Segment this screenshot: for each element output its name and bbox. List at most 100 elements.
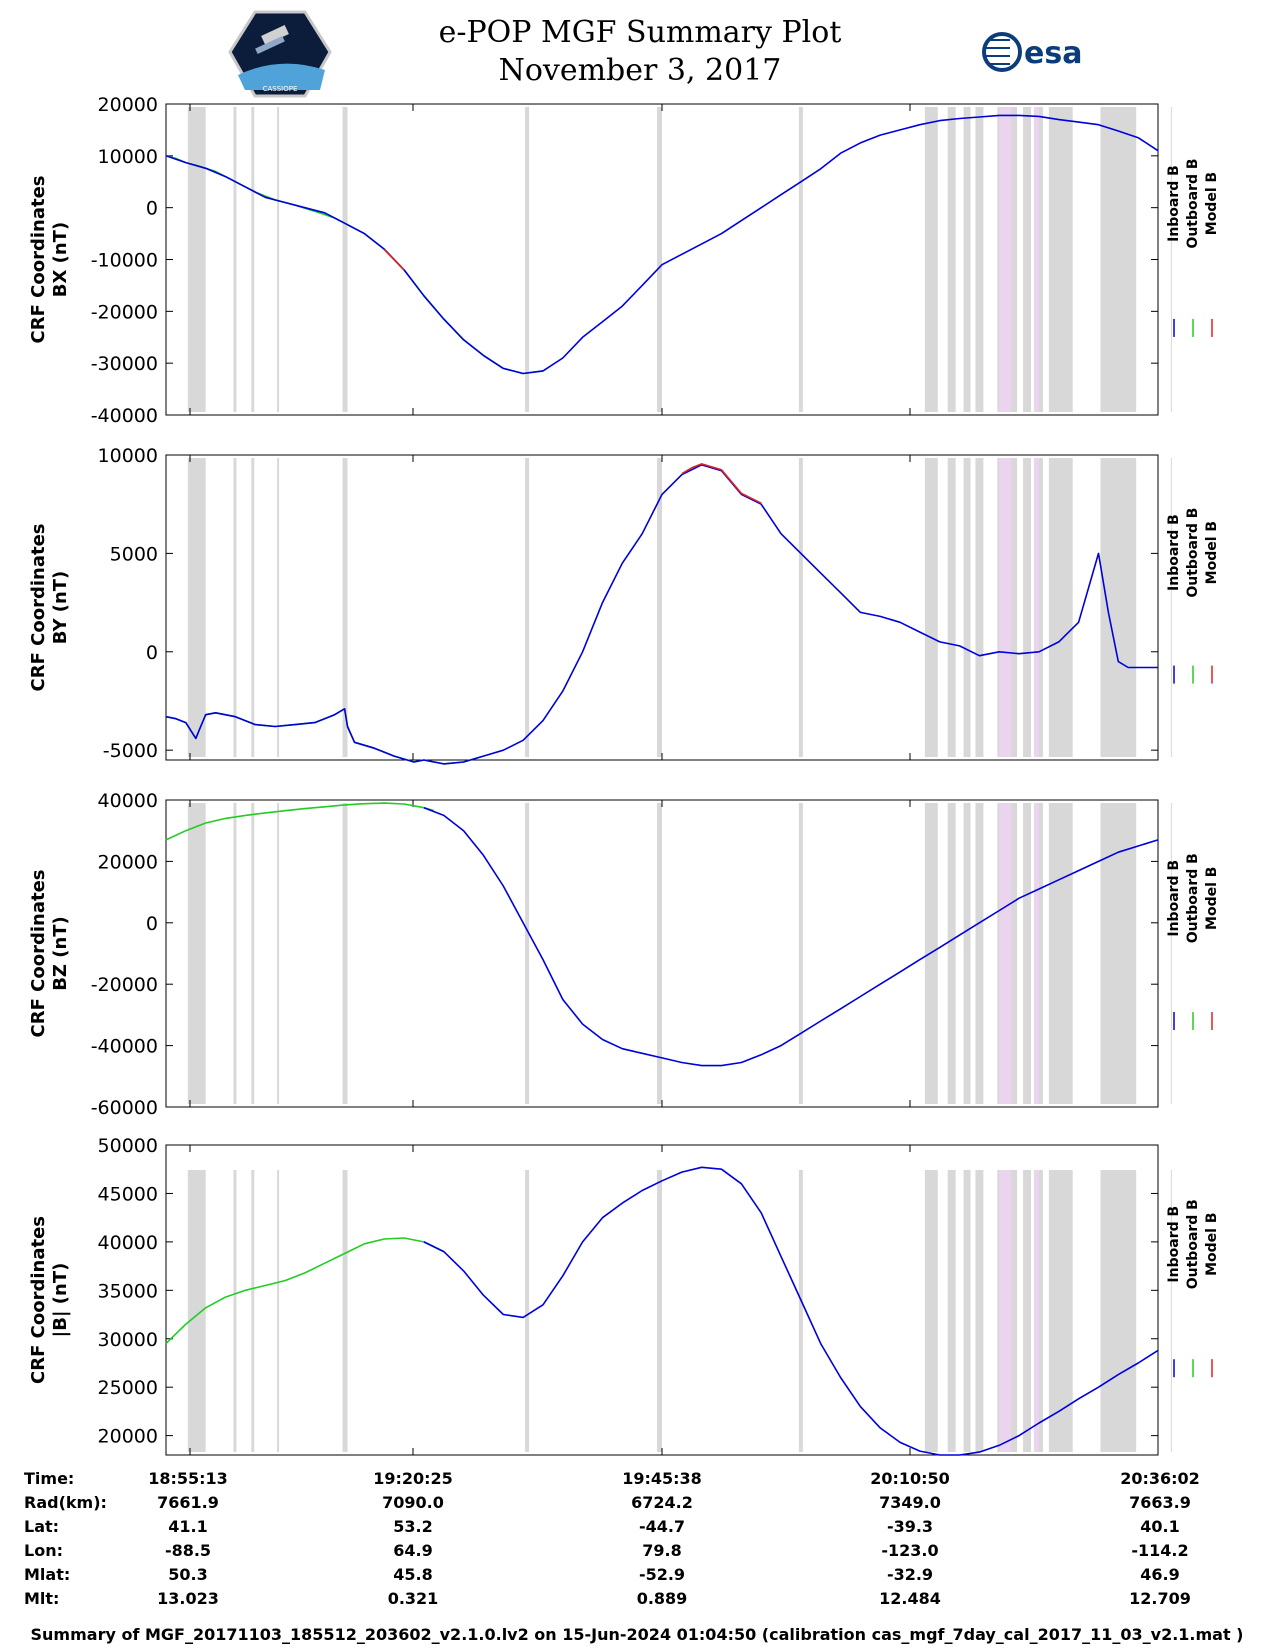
data-gap-band — [1100, 1170, 1137, 1452]
data-gap-band — [1023, 1170, 1032, 1452]
footer-text: Summary of MGF_20171103_185512_203602_v2… — [31, 1625, 1244, 1644]
flag-band — [1034, 458, 1039, 757]
data-gap-band — [233, 458, 237, 757]
data-gap-band — [975, 458, 984, 757]
ephemeris-row-label: Lat: — [24, 1517, 59, 1536]
data-gap-band — [342, 107, 348, 412]
plot-panels: -40000 -30000 -20000 -10000 0 10000 20000 CRF C… — [28, 94, 1220, 1456]
ephemeris-value: -32.9 — [887, 1565, 933, 1584]
series-line — [165, 802, 435, 841]
data-gap-band — [924, 458, 938, 757]
data-gap-band — [798, 107, 803, 412]
data-gap-band — [1023, 458, 1032, 757]
data-gap-band — [798, 803, 803, 1104]
data-gap-band — [963, 458, 971, 757]
y-tick-label: 50000 — [98, 1135, 158, 1157]
ephemeris-row-label: Rad(km): — [24, 1493, 107, 1512]
y-tick-label: 20000 — [98, 1426, 158, 1448]
legend-label: Outboard B — [1185, 1199, 1201, 1289]
y-tick-label: 10000 — [98, 146, 158, 168]
ephemeris-value: 0.321 — [388, 1589, 439, 1608]
time-tick-label: 18:55:13 — [148, 1469, 228, 1488]
esa-logo: esa — [982, 32, 1082, 72]
y-tick-label: -60000 — [91, 1097, 158, 1119]
data-gap-band — [277, 803, 280, 1104]
data-gap-band — [1170, 803, 1172, 1104]
data-gap-band — [1170, 107, 1172, 412]
y-tick-label: -40000 — [91, 1036, 158, 1058]
y-tick-label: 40000 — [98, 790, 158, 812]
legend-label: Model B — [1204, 521, 1220, 584]
data-gap-band — [277, 1170, 280, 1452]
ephemeris-value: 40.1 — [1140, 1517, 1179, 1536]
time-tick-label: 20:36:02 — [1120, 1469, 1200, 1488]
ephemeris-value: -114.2 — [1131, 1541, 1188, 1560]
ephemeris-value: 64.9 — [393, 1541, 432, 1560]
data-gap-band — [1048, 803, 1073, 1104]
ephemeris-value: 7661.9 — [157, 1493, 219, 1512]
y-tick-label: 5000 — [110, 543, 158, 565]
y-tick-label: 10000 — [98, 445, 158, 467]
y-tick-label: 20000 — [98, 94, 158, 116]
y-axis-label: BX (nT) — [50, 222, 71, 297]
data-gap-band — [525, 458, 530, 757]
ephemeris-value: -44.7 — [639, 1517, 685, 1536]
data-gap-band — [924, 1170, 938, 1452]
data-gap-band — [947, 458, 956, 757]
ephemeris-value: 41.1 — [168, 1517, 207, 1536]
ephemeris-table: Time: Rad(km): Lat: Lon: Mlat: Mlt: 18:55:13 76… — [24, 1469, 1200, 1608]
y-axis-label: BY (nT) — [50, 571, 71, 645]
data-gap-band — [975, 107, 984, 412]
y-tick-label: 25000 — [98, 1377, 158, 1399]
legend-label: Outboard B — [1185, 853, 1201, 943]
series-line — [383, 248, 405, 271]
y-axis-label: CRF Coordinates — [28, 524, 49, 692]
data-gap-band — [187, 107, 206, 412]
legend-label: Inboard B — [1166, 1206, 1182, 1283]
flag-band — [1034, 1170, 1039, 1452]
series-line — [681, 463, 762, 504]
data-gap-band — [798, 458, 803, 757]
data-gap-band — [657, 458, 662, 757]
data-gap-band — [1100, 803, 1137, 1104]
ephemeris-value: 7663.9 — [1129, 1493, 1191, 1512]
panel-bmag: 20000 25000 30000 35000 40000 45000 50000 CRF C… — [28, 1135, 1220, 1456]
legend-label: Model B — [1204, 172, 1220, 235]
cassiope-logo: CASSIOPE — [228, 10, 332, 98]
series-line — [423, 1166, 1159, 1456]
data-gap-band — [277, 458, 280, 757]
data-gap-band — [187, 1170, 206, 1452]
legend-label: Outboard B — [1185, 508, 1201, 598]
y-tick-label: -30000 — [91, 353, 158, 375]
data-gap-band — [233, 1170, 237, 1452]
y-axis-label: |B| (nT) — [50, 1263, 71, 1338]
ephemeris-value: -52.9 — [639, 1565, 685, 1584]
y-tick-label: 0 — [146, 913, 158, 935]
data-gap-band — [233, 107, 237, 412]
y-axis-label: BZ (nT) — [50, 916, 71, 991]
ephemeris-value: 45.8 — [393, 1565, 432, 1584]
data-gap-band — [1048, 458, 1073, 757]
header: CASSIOPE e-POP MGF Summary Plot November… — [228, 10, 1082, 98]
esa-logo-text: esa — [1024, 36, 1082, 71]
series-line — [165, 708, 484, 765]
y-axis-label: CRF Coordinates — [28, 176, 49, 344]
data-gap-band — [251, 107, 255, 412]
ephemeris-row-label: Mlt: — [24, 1589, 59, 1608]
legend-label: Model B — [1204, 867, 1220, 930]
legend-label: Inboard B — [1166, 165, 1182, 242]
panel-by: -5000 0 5000 10000 CRF Coordinates BY (nT) Inb… — [28, 445, 1220, 765]
data-gap-band — [342, 803, 348, 1104]
y-tick-label: -40000 — [91, 405, 158, 427]
data-gap-band — [1100, 107, 1137, 412]
ephemeris-value: 79.8 — [642, 1541, 681, 1560]
y-tick-label: 0 — [146, 642, 158, 664]
legend-label: Inboard B — [1166, 860, 1182, 937]
flag-band — [999, 107, 1012, 412]
y-tick-label: -20000 — [91, 301, 158, 323]
y-tick-label: -20000 — [91, 974, 158, 996]
data-gap-band — [657, 107, 662, 412]
y-tick-label: -10000 — [91, 250, 158, 272]
title-line-1: e-POP MGF Summary Plot — [439, 15, 842, 50]
ephemeris-value: 6724.2 — [631, 1493, 693, 1512]
